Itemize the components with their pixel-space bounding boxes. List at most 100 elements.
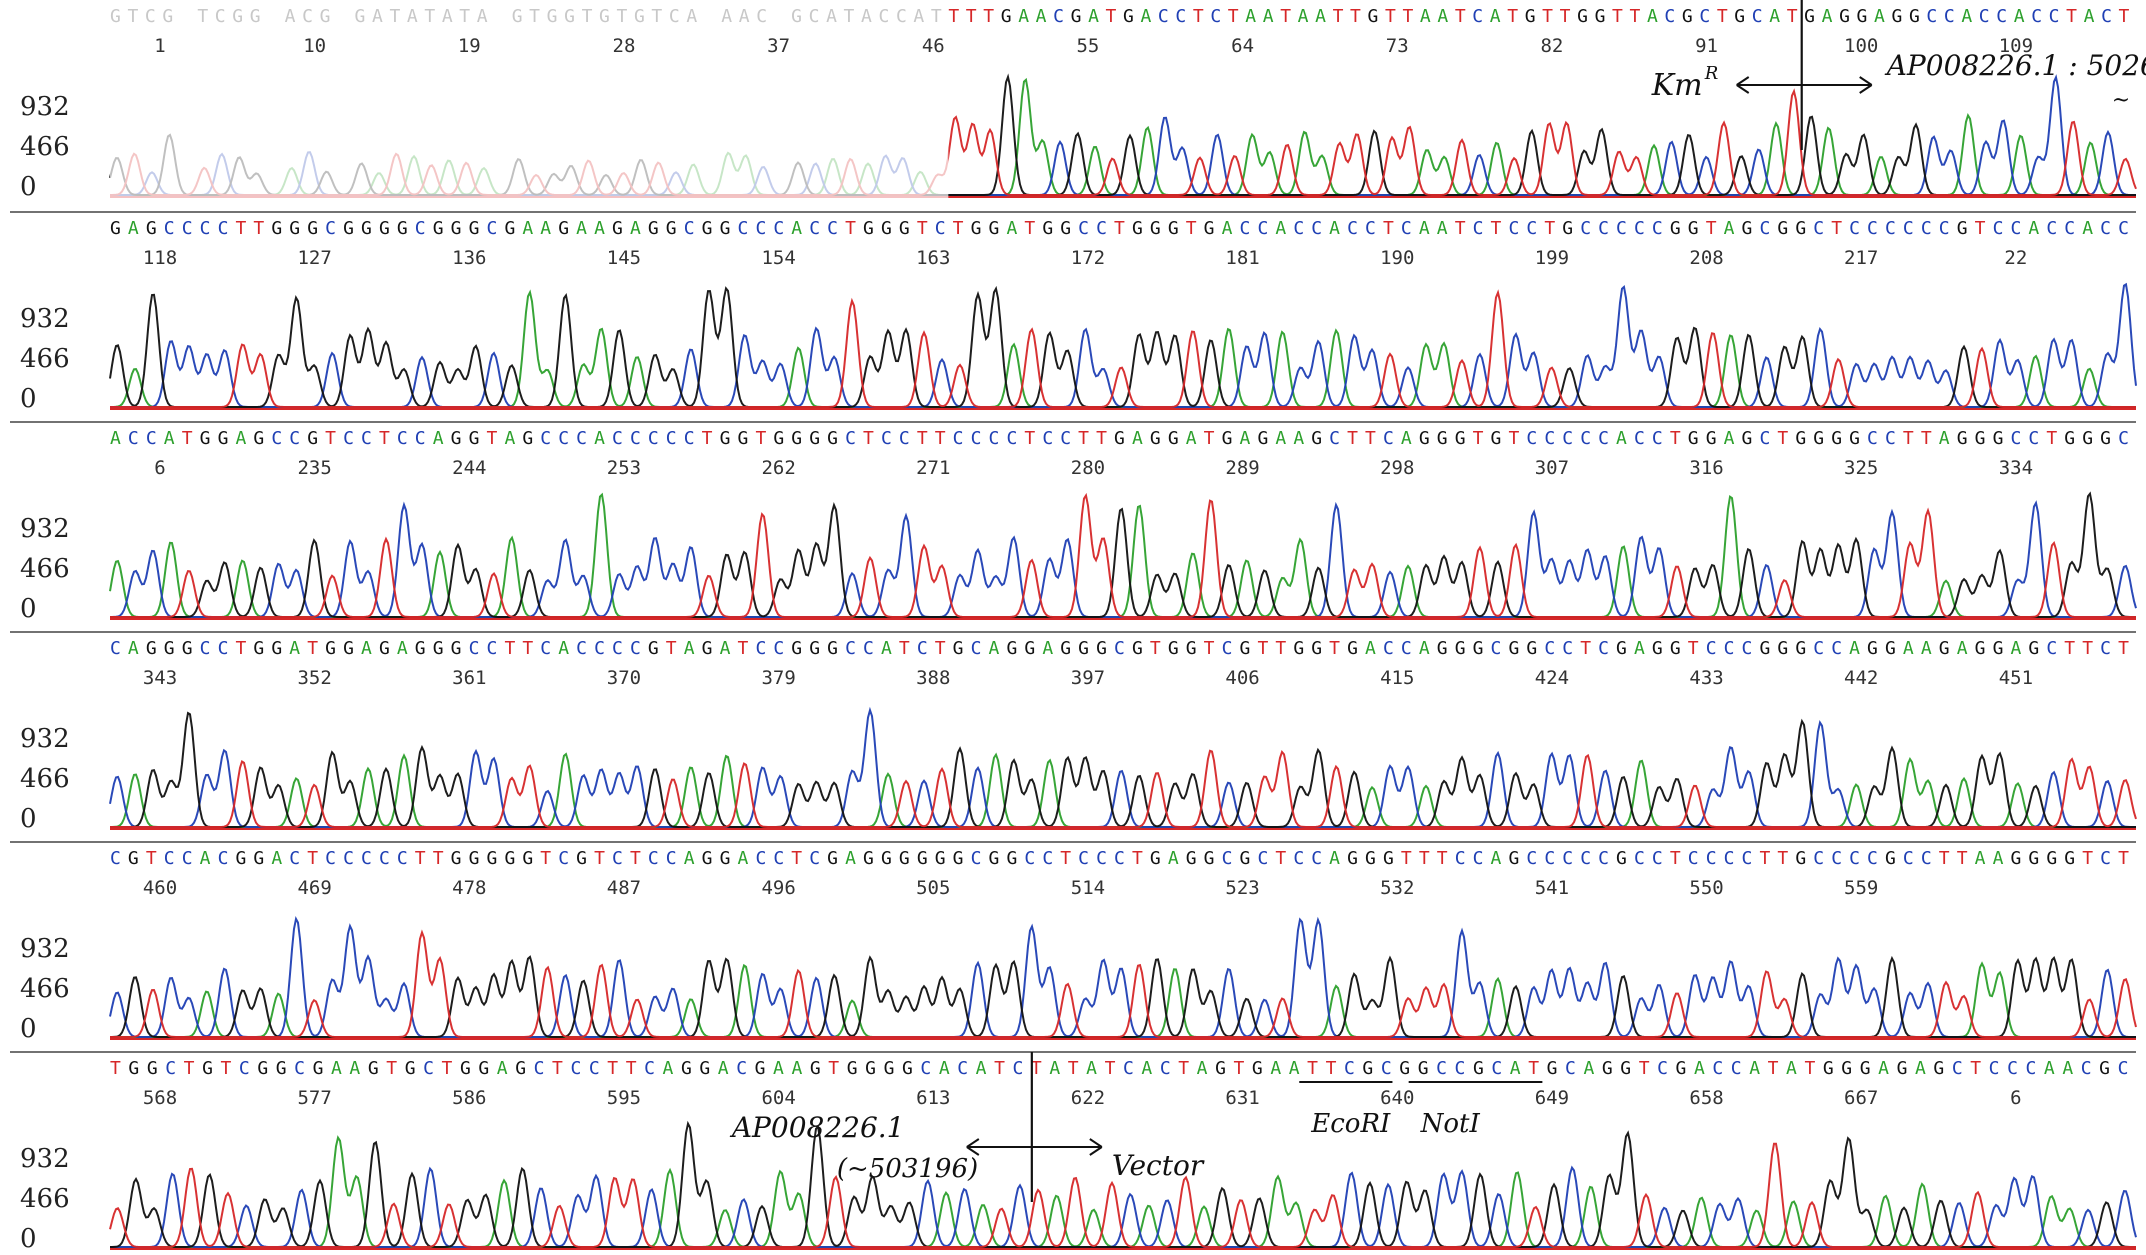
base-call: C xyxy=(200,218,211,239)
base-call: C xyxy=(755,848,766,869)
base-call: G xyxy=(612,218,623,239)
base-call: T xyxy=(1024,428,1035,449)
position-label: 505 xyxy=(916,877,950,899)
trace-G xyxy=(110,491,2136,618)
base-call: C xyxy=(487,218,498,239)
base-call: G xyxy=(1891,6,1902,27)
base-call: T xyxy=(487,428,498,449)
base-call: G xyxy=(935,848,946,869)
annotation: KmR AP008226.1 : 502679 ~ xyxy=(1651,0,2146,150)
base-call: T xyxy=(2082,848,2093,869)
base-call: G xyxy=(1777,638,1788,659)
position-label: 28 xyxy=(613,35,636,57)
base-call: C xyxy=(899,428,910,449)
base-call: G xyxy=(343,218,354,239)
base-call: G xyxy=(773,428,784,449)
base-call: G xyxy=(1742,428,1753,449)
base-call: C xyxy=(110,848,121,869)
base-call: A xyxy=(1749,1058,1760,1079)
base-call: C xyxy=(1706,848,1717,869)
base-call: C xyxy=(1365,218,1376,239)
base-call: C xyxy=(576,428,587,449)
base-call: G xyxy=(162,6,173,27)
base-call: T xyxy=(1921,428,1932,449)
base-call: G xyxy=(460,1058,471,1079)
base-call: C xyxy=(1813,848,1824,869)
base-call: C xyxy=(773,638,784,659)
base-call: A xyxy=(1786,1058,1797,1079)
base-call: C xyxy=(2049,6,2060,27)
base-call: A xyxy=(164,428,175,449)
base-call: C xyxy=(612,848,623,869)
position-label: 91 xyxy=(1695,35,1718,57)
base-call: C xyxy=(1952,1058,1963,1079)
base-call: C xyxy=(1114,848,1125,869)
base-call: G xyxy=(1383,848,1394,869)
base-call: T xyxy=(325,428,336,449)
base-call: G xyxy=(355,6,366,27)
base-call: G xyxy=(827,848,838,869)
base-call: C xyxy=(920,1058,931,1079)
position-label: 46 xyxy=(922,35,945,57)
base-call: C xyxy=(1053,6,1064,27)
base-call: C xyxy=(1885,428,1896,449)
y-tick-label: 0 xyxy=(20,804,37,834)
base-call: C xyxy=(325,848,336,869)
position-label: 253 xyxy=(607,457,641,479)
base-call: T xyxy=(1234,1058,1245,1079)
base-call: A xyxy=(718,1058,729,1079)
base-call: C xyxy=(1175,6,1186,27)
base-call: G xyxy=(2082,428,2093,449)
base-call: G xyxy=(1186,848,1197,869)
base-call: C xyxy=(809,218,820,239)
base-call: C xyxy=(1473,218,1484,239)
base-call: A xyxy=(477,6,488,27)
position-label: 217 xyxy=(1844,247,1878,269)
base-call: C xyxy=(2031,6,2042,27)
base-call: G xyxy=(1001,6,1012,27)
position-label: 532 xyxy=(1380,877,1414,899)
base-call: T xyxy=(1275,638,1286,659)
base-call: G xyxy=(648,638,659,659)
position-label: 604 xyxy=(761,1087,795,1109)
base-call: G xyxy=(1204,848,1215,869)
base-call: C xyxy=(361,848,372,869)
base-call: T xyxy=(540,848,551,869)
base-call: G xyxy=(1676,1058,1687,1079)
base-call: T xyxy=(1670,848,1681,869)
base-call: A xyxy=(1086,1058,1097,1079)
position-label: 514 xyxy=(1071,877,1105,899)
base-call: G xyxy=(1616,848,1627,869)
position-label: 595 xyxy=(607,1087,641,1109)
base-call: A xyxy=(1490,6,1501,27)
site-label: NotI xyxy=(1420,1109,1481,1139)
base-call: C xyxy=(2100,218,2111,239)
base-call: T xyxy=(1491,218,1502,239)
base-call: C xyxy=(809,848,820,869)
base-call: C xyxy=(1634,218,1645,239)
base-call: A xyxy=(1437,218,1448,239)
base-call: G xyxy=(1975,428,1986,449)
low-quality-region xyxy=(110,60,949,200)
base-call: A xyxy=(1993,848,2004,869)
base-call: T xyxy=(1106,6,1117,27)
base-call: G xyxy=(809,638,820,659)
base-call: C xyxy=(935,218,946,239)
base-call: C xyxy=(2025,1058,2036,1079)
base-call: A xyxy=(349,1058,360,1079)
base-call: C xyxy=(1455,848,1466,869)
base-call: G xyxy=(881,848,892,869)
base-call: T xyxy=(994,1058,1005,1079)
base-call: G xyxy=(1473,1058,1484,1079)
base-call: C xyxy=(343,428,354,449)
base-call: T xyxy=(1105,1058,1116,1079)
base-call: C xyxy=(827,218,838,239)
base-call: C xyxy=(755,218,766,239)
base-call: G xyxy=(1616,638,1627,659)
position-label: 118 xyxy=(143,247,177,269)
base-call: G xyxy=(953,848,964,869)
base-call: G xyxy=(379,638,390,659)
base-call: C xyxy=(589,1058,600,1079)
base-call: A xyxy=(1510,1058,1521,1079)
base-call: G xyxy=(236,848,247,869)
